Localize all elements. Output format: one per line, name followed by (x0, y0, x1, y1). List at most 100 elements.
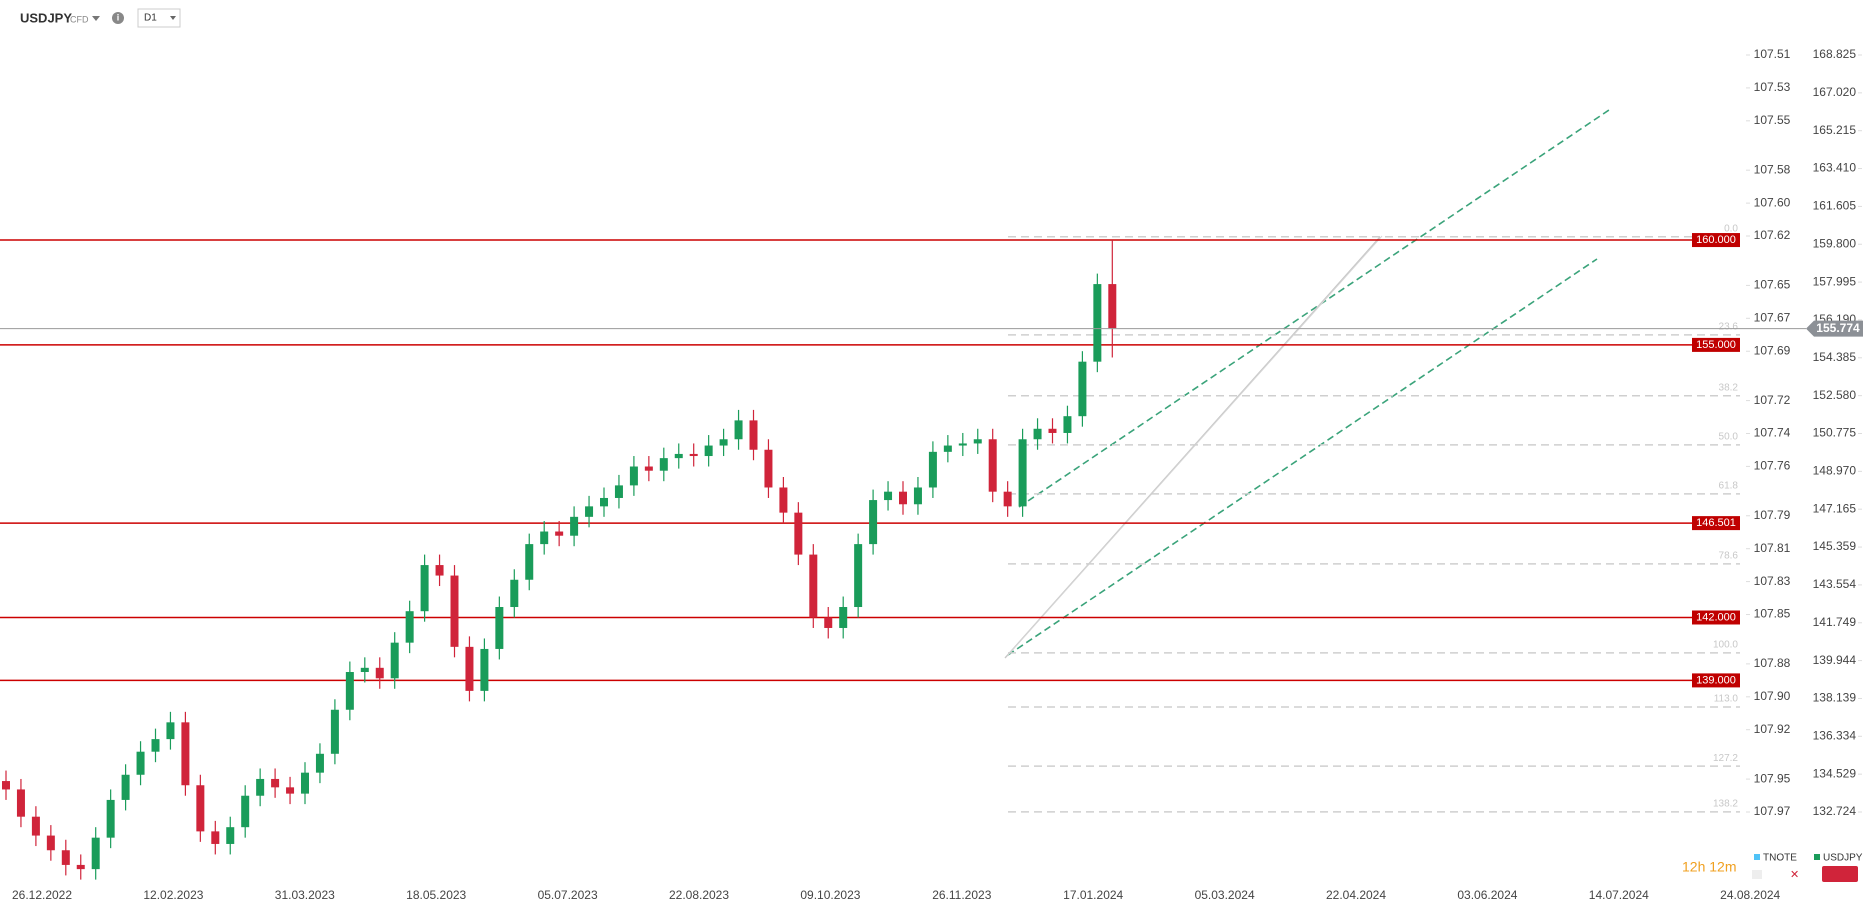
legend-remove[interactable] (1822, 866, 1858, 882)
candle-body (839, 607, 848, 628)
x-tick-label: 09.10.2023 (800, 888, 860, 902)
fib-label: 61.8 (1719, 481, 1739, 492)
x-tick-label: 12.02.2023 (143, 888, 203, 902)
candle-body (719, 439, 728, 446)
y-tick-label: 138.139 (1813, 691, 1857, 705)
interval-select[interactable] (137, 8, 181, 28)
instrument-kind: CFD (70, 14, 89, 24)
symbol[interactable]: USDJPY (20, 10, 72, 25)
y2-tick-label: 107.60 (1754, 195, 1791, 209)
legend-label: TNOTE (1763, 853, 1797, 864)
candle-body (226, 827, 235, 844)
fib-label: 127.2 (1713, 753, 1738, 764)
x-tick-label: 05.07.2023 (538, 888, 598, 902)
info-icon[interactable] (112, 12, 124, 24)
candle-body (136, 751, 145, 775)
price-level-tag (1692, 337, 1740, 352)
y2-tick-label: 107.88 (1754, 656, 1791, 670)
y2-tick-label: 107.97 (1754, 804, 1791, 818)
candle-body (121, 774, 130, 800)
x-tick-label: 03.06.2024 (1457, 888, 1517, 902)
candle-body (375, 667, 384, 679)
y2-tick-label: 107.55 (1754, 113, 1791, 127)
candle-body (241, 795, 250, 828)
price-level-tag (1692, 516, 1740, 531)
candle-body (1048, 428, 1057, 433)
y2-tick-label: 107.95 (1754, 771, 1791, 785)
candle-body (405, 611, 414, 643)
y-tick-label: 132.724 (1813, 804, 1857, 818)
candle-body (16, 789, 25, 817)
fib-label: 78.6 (1719, 550, 1739, 561)
y2-tick-label: 107.74 (1754, 426, 1791, 440)
price-level-tag (1692, 610, 1740, 625)
x-tick-label: 22.04.2024 (1326, 888, 1386, 902)
legend-swatch (1814, 854, 1820, 860)
candle-body (674, 453, 683, 459)
candle-body (689, 453, 698, 457)
candle-body (1018, 439, 1027, 507)
candle-body (31, 816, 40, 836)
channel-lower[interactable] (1007, 258, 1598, 656)
y-tick-label: 134.529 (1813, 766, 1857, 780)
x-tick-label: 05.03.2024 (1195, 888, 1255, 902)
price-level-label: 146.501 (1696, 517, 1736, 529)
y-tick-label: 161.605 (1813, 199, 1857, 213)
y2-tick-label: 107.81 (1754, 541, 1791, 555)
y2-tick-label: 107.69 (1754, 343, 1791, 357)
y-tick-label: 150.775 (1813, 426, 1857, 440)
candle-body (884, 491, 893, 501)
candle-body (659, 458, 668, 471)
interval[interactable]: D1 (144, 13, 157, 24)
candle-body (2, 781, 10, 790)
candle-body (958, 443, 967, 446)
price-level-label: 139.000 (1696, 674, 1736, 686)
y2-tick-label: 107.76 (1754, 459, 1791, 473)
legend-hide[interactable] (1752, 870, 1762, 879)
y-tick-label: 148.970 (1813, 464, 1857, 478)
fib-label: 113.0 (1714, 694, 1739, 705)
candle-body (525, 544, 534, 580)
candle-body (46, 835, 55, 851)
candle-body (450, 575, 459, 647)
candle-body (465, 646, 474, 691)
x-tick-label: 24.08.2024 (1720, 888, 1780, 902)
legend-label: USDJPY (1823, 853, 1863, 864)
legend-close[interactable]: ✕ (1790, 869, 1799, 881)
candle-body (271, 778, 280, 788)
legend-icons: ✕ (1752, 866, 1858, 882)
x-tick-label: 17.01.2024 (1063, 888, 1123, 902)
y2-tick-label: 107.79 (1754, 508, 1791, 522)
fib-label: 0.0 (1724, 223, 1738, 234)
y2-tick-label: 107.90 (1754, 689, 1791, 703)
x-tick-label: 22.08.2023 (669, 888, 729, 902)
candle-body (1093, 284, 1102, 362)
candle-body (390, 642, 399, 679)
candle-body (1063, 416, 1072, 433)
candle-body (181, 722, 190, 786)
candle-body (286, 787, 295, 794)
fib-label: 38.2 (1719, 382, 1739, 393)
channel-upper[interactable] (1018, 107, 1613, 508)
candle-body (435, 565, 444, 576)
fib-label: 100.0 (1713, 640, 1738, 651)
candle-body (570, 516, 579, 536)
candle-body (794, 512, 803, 555)
candle-body (510, 579, 519, 608)
info-icon-glyph: i (117, 12, 120, 22)
candle-body (540, 531, 549, 545)
candle-body (600, 497, 608, 507)
legend-swatch (1754, 854, 1760, 860)
last-price-label: 155.774 (1816, 321, 1860, 335)
price-level-label: 155.000 (1696, 339, 1736, 351)
y2-tick-label: 107.92 (1754, 722, 1791, 736)
y2-tick-label: 107.53 (1754, 80, 1791, 94)
interval-dropdown[interactable] (170, 16, 176, 20)
candle-body (644, 466, 653, 471)
candle-body (913, 487, 922, 505)
candle-body (301, 772, 309, 794)
candle-body (809, 554, 818, 618)
symbol-dropdown[interactable] (92, 16, 100, 21)
candle-body (360, 667, 369, 673)
